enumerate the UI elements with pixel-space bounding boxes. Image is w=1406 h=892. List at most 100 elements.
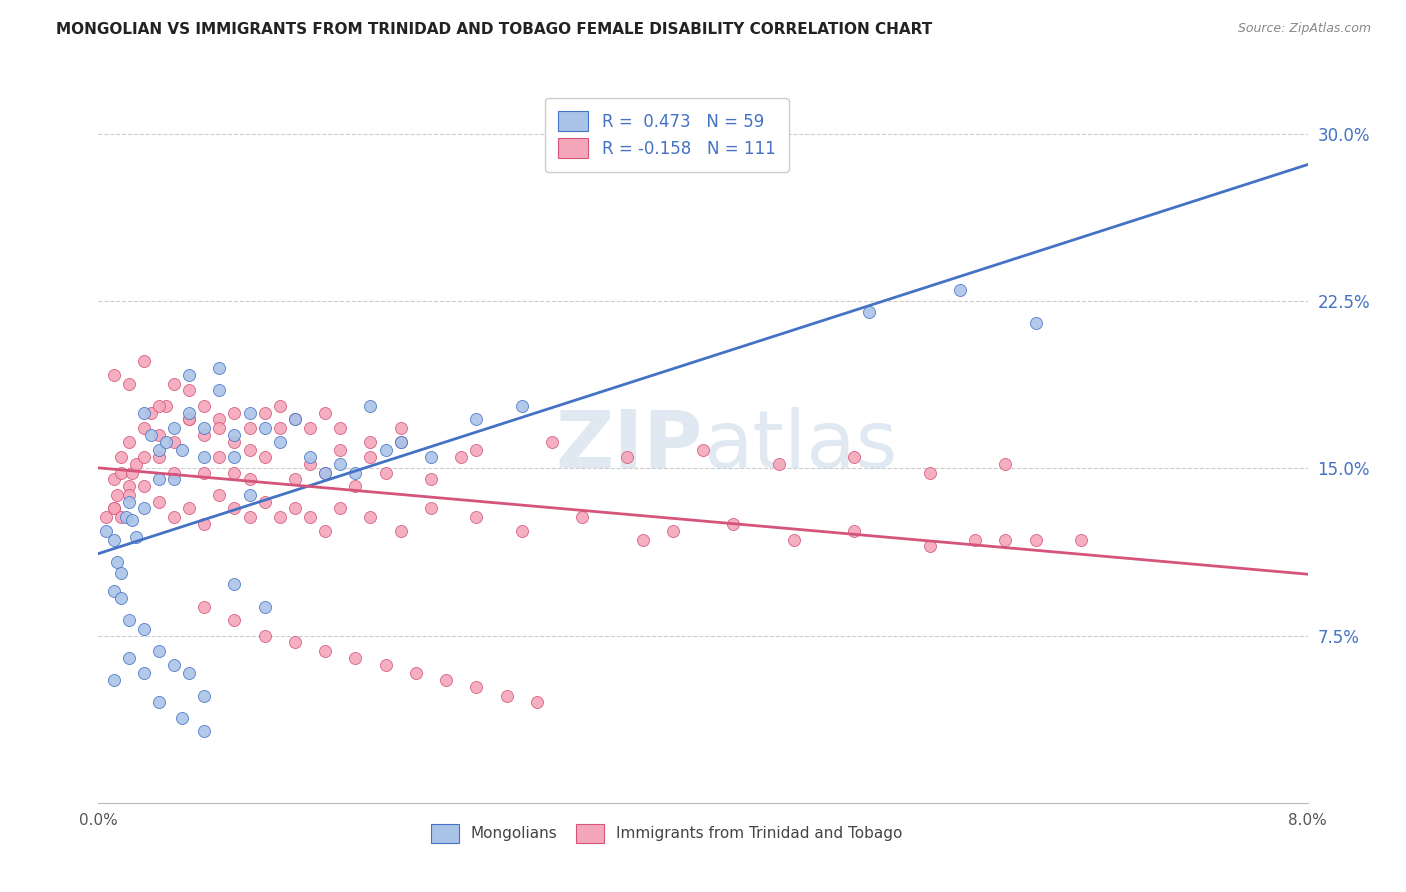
Point — [193, 450, 215, 464]
Point — [208, 488, 231, 502]
Point — [208, 412, 231, 426]
Point — [314, 644, 336, 658]
Point — [844, 524, 866, 538]
Point — [571, 510, 593, 524]
Point — [949, 283, 972, 297]
Point — [465, 680, 488, 694]
Point — [179, 368, 201, 382]
Point — [179, 666, 201, 681]
Point — [224, 405, 246, 419]
Point — [965, 533, 987, 547]
Point — [163, 473, 186, 487]
Point — [110, 510, 132, 524]
Point — [374, 657, 396, 672]
Point — [465, 412, 488, 426]
Point — [510, 524, 533, 538]
Point — [208, 421, 231, 435]
Point — [253, 450, 276, 464]
Point — [103, 673, 125, 687]
Point — [193, 689, 215, 703]
Point — [208, 360, 231, 375]
Point — [239, 405, 262, 419]
Point — [1025, 533, 1047, 547]
Point — [389, 434, 412, 449]
Point — [299, 457, 322, 471]
Point — [661, 524, 683, 538]
Point — [284, 473, 307, 487]
Point — [110, 591, 132, 605]
Point — [495, 689, 517, 703]
Point — [314, 466, 336, 480]
Point — [918, 539, 941, 553]
Point — [103, 501, 125, 516]
Point — [284, 412, 307, 426]
Point — [224, 450, 246, 464]
Point — [616, 450, 638, 464]
Point — [125, 457, 148, 471]
Point — [103, 501, 125, 516]
Point — [994, 457, 1017, 471]
Text: MONGOLIAN VS IMMIGRANTS FROM TRINIDAD AND TOBAGO FEMALE DISABILITY CORRELATION C: MONGOLIAN VS IMMIGRANTS FROM TRINIDAD AN… — [56, 22, 932, 37]
Point — [344, 651, 367, 665]
Point — [94, 510, 117, 524]
Point — [208, 450, 231, 464]
Point — [540, 434, 562, 449]
Point — [783, 533, 806, 547]
Point — [253, 405, 276, 419]
Point — [114, 510, 136, 524]
Point — [284, 412, 307, 426]
Point — [224, 434, 246, 449]
Point — [179, 412, 201, 426]
Point — [110, 466, 132, 480]
Point — [118, 494, 141, 508]
Legend: Mongolians, Immigrants from Trinidad and Tobago: Mongolians, Immigrants from Trinidad and… — [425, 818, 908, 848]
Point — [170, 443, 193, 458]
Point — [208, 384, 231, 398]
Point — [132, 450, 155, 464]
Point — [103, 368, 125, 382]
Point — [329, 501, 352, 516]
Point — [132, 405, 155, 419]
Point — [224, 577, 246, 591]
Point — [132, 501, 155, 516]
Point — [224, 613, 246, 627]
Point — [253, 599, 276, 614]
Point — [844, 450, 866, 464]
Point — [692, 443, 714, 458]
Point — [148, 494, 170, 508]
Point — [1070, 533, 1092, 547]
Point — [179, 384, 201, 398]
Point — [193, 724, 215, 739]
Point — [118, 651, 141, 665]
Point — [148, 427, 170, 442]
Point — [103, 473, 125, 487]
Point — [314, 524, 336, 538]
Point — [389, 421, 412, 435]
Point — [163, 421, 186, 435]
Point — [132, 622, 155, 636]
Point — [155, 434, 177, 449]
Point — [148, 696, 170, 710]
Point — [299, 421, 322, 435]
Point — [224, 501, 246, 516]
Point — [360, 450, 382, 464]
Point — [179, 412, 201, 426]
Point — [239, 473, 262, 487]
Point — [858, 305, 880, 319]
Point — [132, 479, 155, 493]
Point — [132, 666, 155, 681]
Point — [179, 405, 201, 419]
Point — [314, 405, 336, 419]
Point — [239, 443, 262, 458]
Point — [329, 421, 352, 435]
Point — [163, 510, 186, 524]
Point — [94, 524, 117, 538]
Point — [170, 711, 193, 725]
Point — [193, 427, 215, 442]
Point — [768, 457, 790, 471]
Point — [163, 657, 186, 672]
Point — [526, 696, 548, 710]
Point — [434, 673, 457, 687]
Point — [148, 473, 170, 487]
Point — [465, 443, 488, 458]
